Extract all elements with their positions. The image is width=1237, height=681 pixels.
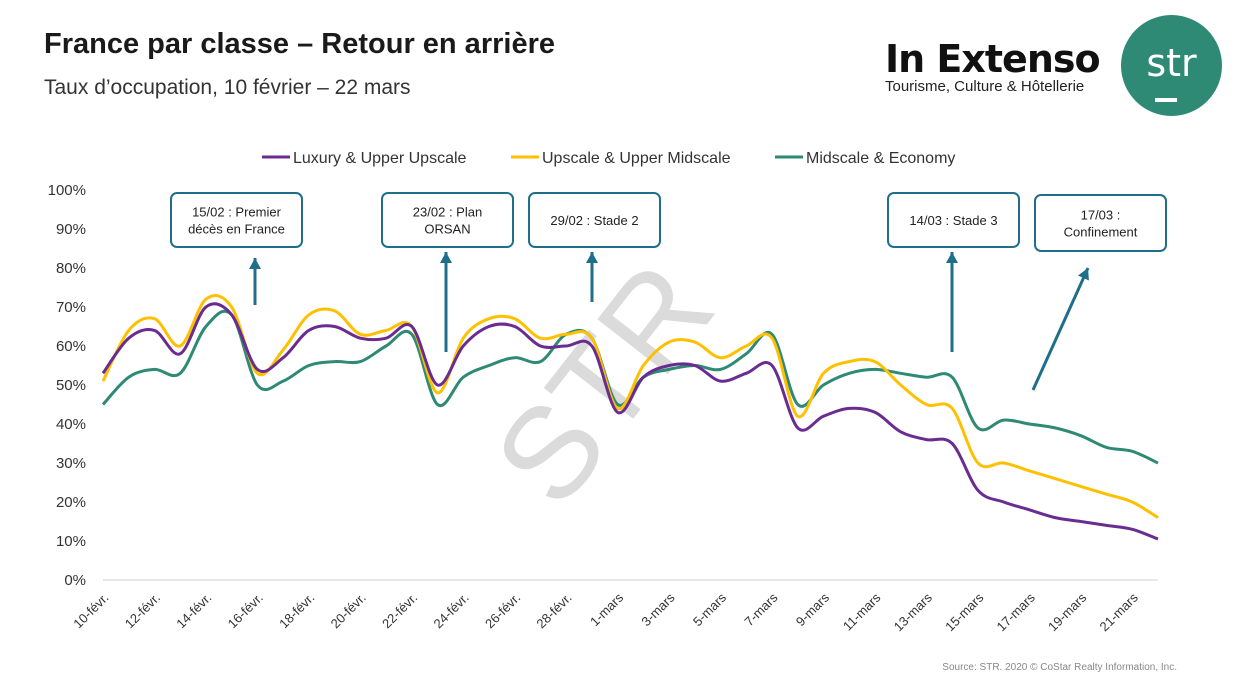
annotation-arrowhead <box>1078 268 1089 281</box>
annotation-box <box>170 192 303 248</box>
series-lines <box>101 294 1159 541</box>
x-tick-label: 7-mars <box>741 590 781 630</box>
brand-name: In Extenso <box>885 37 1101 81</box>
legend: Luxury & Upper Upscale Upscale & Upper Mi… <box>262 150 955 167</box>
y-tick-label: 10% <box>56 533 86 550</box>
brand-tagline: Tourisme, Culture & Hôtellerie <box>885 78 1085 95</box>
annotation-box <box>1034 194 1167 252</box>
annotation-text: décès en France <box>188 222 285 237</box>
y-tick-label: 90% <box>56 221 86 238</box>
x-tick-label: 24-févr. <box>431 590 472 631</box>
annotation-box <box>528 192 661 248</box>
x-tick-label: 1-mars <box>587 590 627 630</box>
annotation-box <box>381 192 514 248</box>
x-tick-label: 19-mars <box>1045 590 1090 635</box>
annotation-text: Confinement <box>1064 225 1138 240</box>
y-tick-label: 80% <box>56 260 86 277</box>
x-tick-label: 21-mars <box>1096 590 1141 635</box>
annotation-arrow <box>1031 267 1090 391</box>
annotation-arrowhead <box>440 252 452 263</box>
annotation-text: 15/02 : Premier <box>192 205 282 220</box>
annotation-arrowhead <box>946 252 958 263</box>
x-tick-label: 18-févr. <box>276 590 317 631</box>
x-tick-label: 3-mars <box>638 590 678 630</box>
x-tick-label: 9-mars <box>793 590 833 630</box>
annotations: 15/02 : Premier décès en France 23/02 : Pl… <box>170 192 1167 391</box>
x-tick-label: 28-févr. <box>533 590 574 631</box>
legend-label: Upscale & Upper Midscale <box>542 150 731 167</box>
legend-label: Midscale & Economy <box>806 150 955 167</box>
str-logo-icon: str <box>1121 15 1222 116</box>
legend-label: Luxury & Upper Upscale <box>293 150 467 167</box>
annotation-arrowhead <box>586 252 598 263</box>
x-tick-label: 17-mars <box>994 590 1039 635</box>
annotation-text: 23/02 : Plan <box>413 205 482 220</box>
annotation-arrowhead <box>249 258 261 269</box>
x-tick-label: 12-févr. <box>122 590 163 631</box>
y-tick-label: 50% <box>56 377 86 394</box>
x-tick-label: 14-févr. <box>173 590 214 631</box>
x-tick-label: 13-mars <box>891 590 936 635</box>
x-tick-label: 22-févr. <box>379 590 420 631</box>
y-tick-label: 0% <box>64 572 86 589</box>
x-tick-label: 16-févr. <box>225 590 266 631</box>
annotation-text: 17/03 : <box>1081 208 1121 223</box>
series-line-0 <box>101 302 1159 541</box>
brand-block: In Extenso Tourisme, Culture & Hôtelleri… <box>885 38 1110 95</box>
series-line-1 <box>101 294 1159 519</box>
x-tick-label: 26-févr. <box>482 590 523 631</box>
y-tick-label: 40% <box>56 416 86 433</box>
annotation-text: 14/03 : Stade 3 <box>909 213 997 228</box>
page-subtitle: Taux d’occupation, 10 février – 22 mars <box>44 76 411 99</box>
y-tick-label: 60% <box>56 338 86 355</box>
x-tick-label: 11-mars <box>840 590 884 634</box>
x-tick-label: 20-févr. <box>328 590 369 631</box>
source-note: Source: STR. 2020 © CoStar Realty Inform… <box>942 662 1177 673</box>
annotation-text: 29/02 : Stade 2 <box>550 213 638 228</box>
x-tick-label: 15-mars <box>942 590 987 635</box>
y-tick-label: 100% <box>48 182 86 199</box>
y-tick-label: 20% <box>56 494 86 511</box>
x-tick-label: 5-mars <box>690 590 730 630</box>
annotation-box <box>887 192 1020 248</box>
str-logo-text: str <box>1146 41 1197 85</box>
y-tick-label: 70% <box>56 299 86 316</box>
page-title: France par classe – Retour en arrière <box>44 28 555 60</box>
x-tick-label: 10-févr. <box>70 590 111 631</box>
y-tick-label: 30% <box>56 455 86 472</box>
watermark: STR <box>466 236 741 531</box>
annotation-text: ORSAN <box>424 222 470 237</box>
